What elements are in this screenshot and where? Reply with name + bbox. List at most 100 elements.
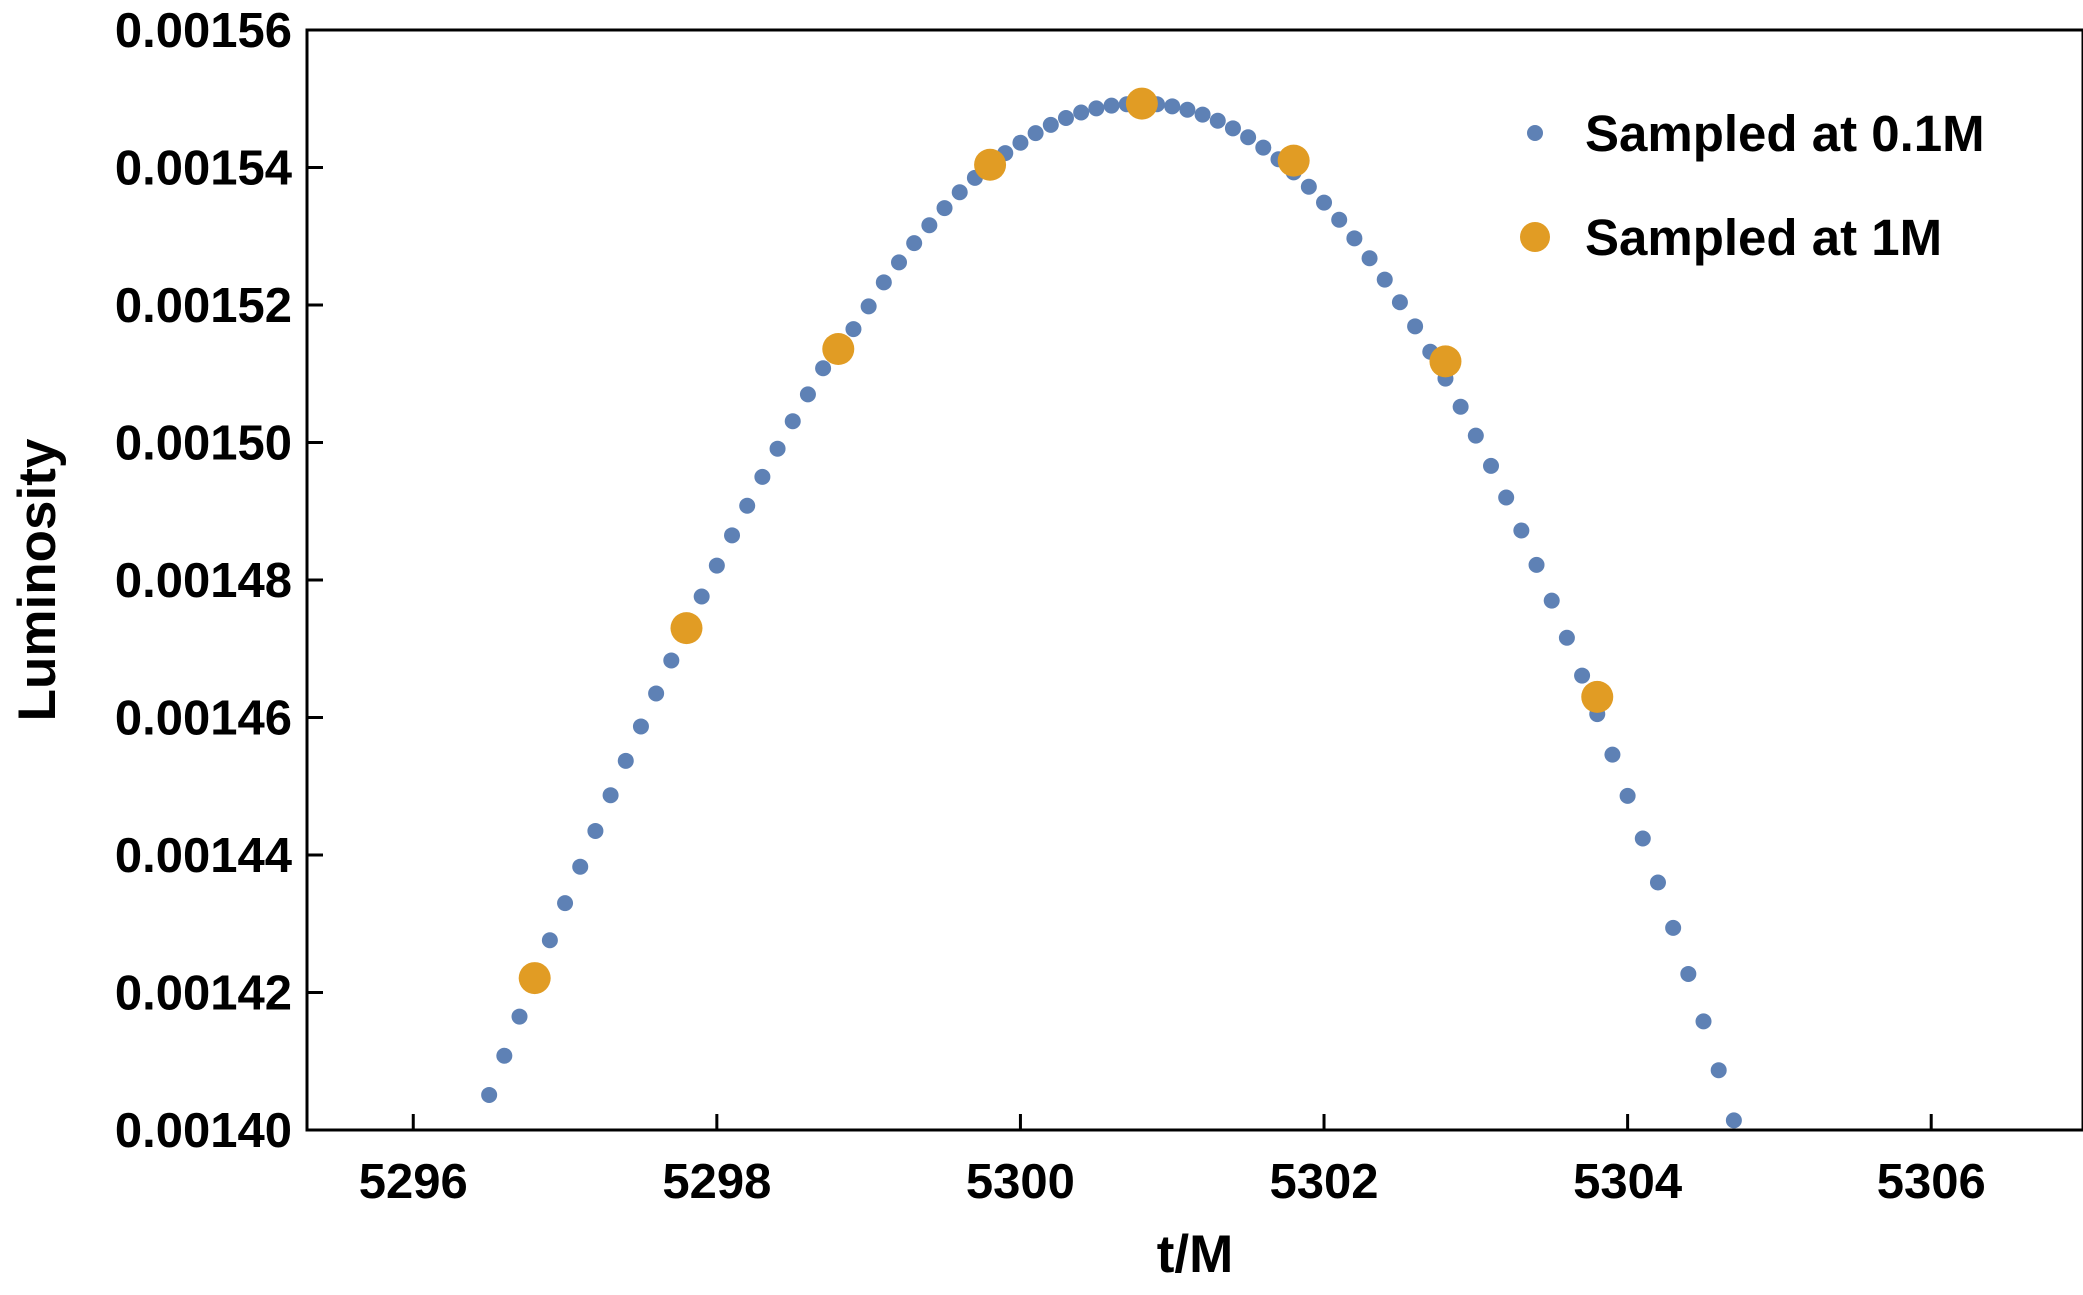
data-point	[663, 652, 680, 669]
data-point	[518, 962, 551, 995]
y-axis-ticks: 0.00140 0.00142 0.00144 0.00146 0.00148 0.001…	[115, 4, 323, 1158]
data-point	[1665, 919, 1682, 936]
data-point	[1164, 98, 1181, 115]
y-tick-label: 0.00154	[115, 142, 292, 196]
data-point	[511, 1008, 528, 1025]
data-point	[921, 217, 938, 234]
y-tick-label: 0.00144	[115, 829, 292, 883]
data-point	[822, 333, 855, 365]
data-point	[481, 1086, 498, 1103]
data-point	[860, 298, 877, 315]
x-tick-label: 5306	[1877, 1155, 1986, 1209]
data-point	[1194, 106, 1211, 123]
data-point	[1346, 230, 1363, 247]
data-point	[1513, 522, 1530, 539]
data-point	[572, 858, 589, 875]
data-point	[784, 413, 801, 430]
data-point	[815, 360, 832, 377]
data-point	[693, 588, 710, 605]
legend-marker-0.1M	[1527, 125, 1543, 141]
data-point	[587, 822, 604, 839]
legend-label-0.1M: Sampled at 0.1M	[1585, 105, 1985, 162]
data-point	[1179, 101, 1196, 118]
y-tick-label: 0.00140	[115, 1104, 292, 1158]
data-point	[1467, 427, 1484, 444]
series-1M	[518, 87, 1614, 995]
data-point	[1574, 667, 1591, 684]
x-axis-ticks: 5296 5298 5300 5302 5304 5306	[359, 1114, 1986, 1209]
data-point	[1429, 345, 1462, 378]
data-point	[724, 527, 741, 544]
y-tick-label: 0.00156	[115, 4, 292, 58]
x-tick-label: 5296	[359, 1155, 468, 1209]
data-point	[1695, 1013, 1712, 1030]
data-point	[1073, 104, 1090, 121]
y-tick-label: 0.00150	[115, 417, 292, 471]
data-point	[951, 184, 968, 201]
data-point	[891, 254, 907, 271]
legend: Sampled at 0.1M Sampled at 1M	[1520, 105, 1985, 266]
y-tick-label: 0.00146	[115, 692, 292, 746]
data-point	[1558, 629, 1575, 646]
data-point	[1452, 398, 1469, 415]
data-point	[632, 718, 649, 735]
data-point	[1543, 592, 1560, 609]
data-point	[906, 235, 923, 252]
data-point	[1088, 100, 1105, 117]
data-point	[974, 148, 1007, 181]
data-point	[1376, 271, 1393, 288]
data-point	[1012, 134, 1029, 151]
data-point	[1407, 318, 1424, 335]
data-point	[1604, 746, 1621, 763]
data-point	[1057, 110, 1074, 126]
legend-marker-1M	[1520, 222, 1550, 252]
y-axis-title: Luminosity	[8, 438, 67, 721]
data-point	[769, 440, 786, 457]
data-point	[496, 1047, 513, 1064]
legend-label-1M: Sampled at 1M	[1585, 209, 1942, 266]
data-point	[602, 787, 619, 804]
data-point	[1725, 1112, 1742, 1129]
data-point	[799, 386, 816, 403]
x-axis-title: t/M	[1157, 1225, 1234, 1284]
data-point	[1224, 120, 1241, 137]
data-point	[1619, 787, 1636, 804]
data-point	[648, 685, 665, 702]
data-point	[1103, 97, 1120, 114]
data-point	[1528, 556, 1545, 573]
data-point	[1240, 129, 1257, 146]
data-point	[754, 468, 771, 485]
data-point	[1498, 489, 1515, 506]
series-0.1M	[481, 95, 1742, 1129]
data-point	[708, 557, 725, 574]
data-point	[875, 274, 892, 291]
data-point	[1300, 178, 1317, 195]
data-point	[1125, 87, 1158, 120]
data-point	[557, 895, 574, 912]
data-point	[1042, 116, 1059, 133]
data-point	[1255, 139, 1272, 156]
data-point	[1581, 680, 1614, 713]
data-point	[1316, 194, 1333, 211]
y-tick-label: 0.00142	[115, 967, 292, 1021]
x-tick-label: 5300	[966, 1155, 1075, 1209]
data-point	[1710, 1062, 1727, 1079]
plot-frame	[305, 28, 2083, 1132]
data-point	[1027, 125, 1044, 142]
data-point	[1331, 211, 1348, 228]
data-point	[1209, 112, 1226, 129]
data-point	[1361, 250, 1378, 267]
data-point	[845, 321, 862, 338]
data-point	[1483, 457, 1499, 474]
data-point	[739, 497, 756, 514]
data-point	[1277, 144, 1310, 177]
x-tick-label: 5302	[1270, 1155, 1379, 1209]
data-point	[1680, 965, 1697, 982]
data-point	[617, 752, 634, 769]
data-point	[670, 612, 703, 645]
y-tick-label: 0.00152	[115, 279, 292, 333]
x-tick-label: 5304	[1573, 1155, 1682, 1209]
data-point	[541, 932, 558, 949]
